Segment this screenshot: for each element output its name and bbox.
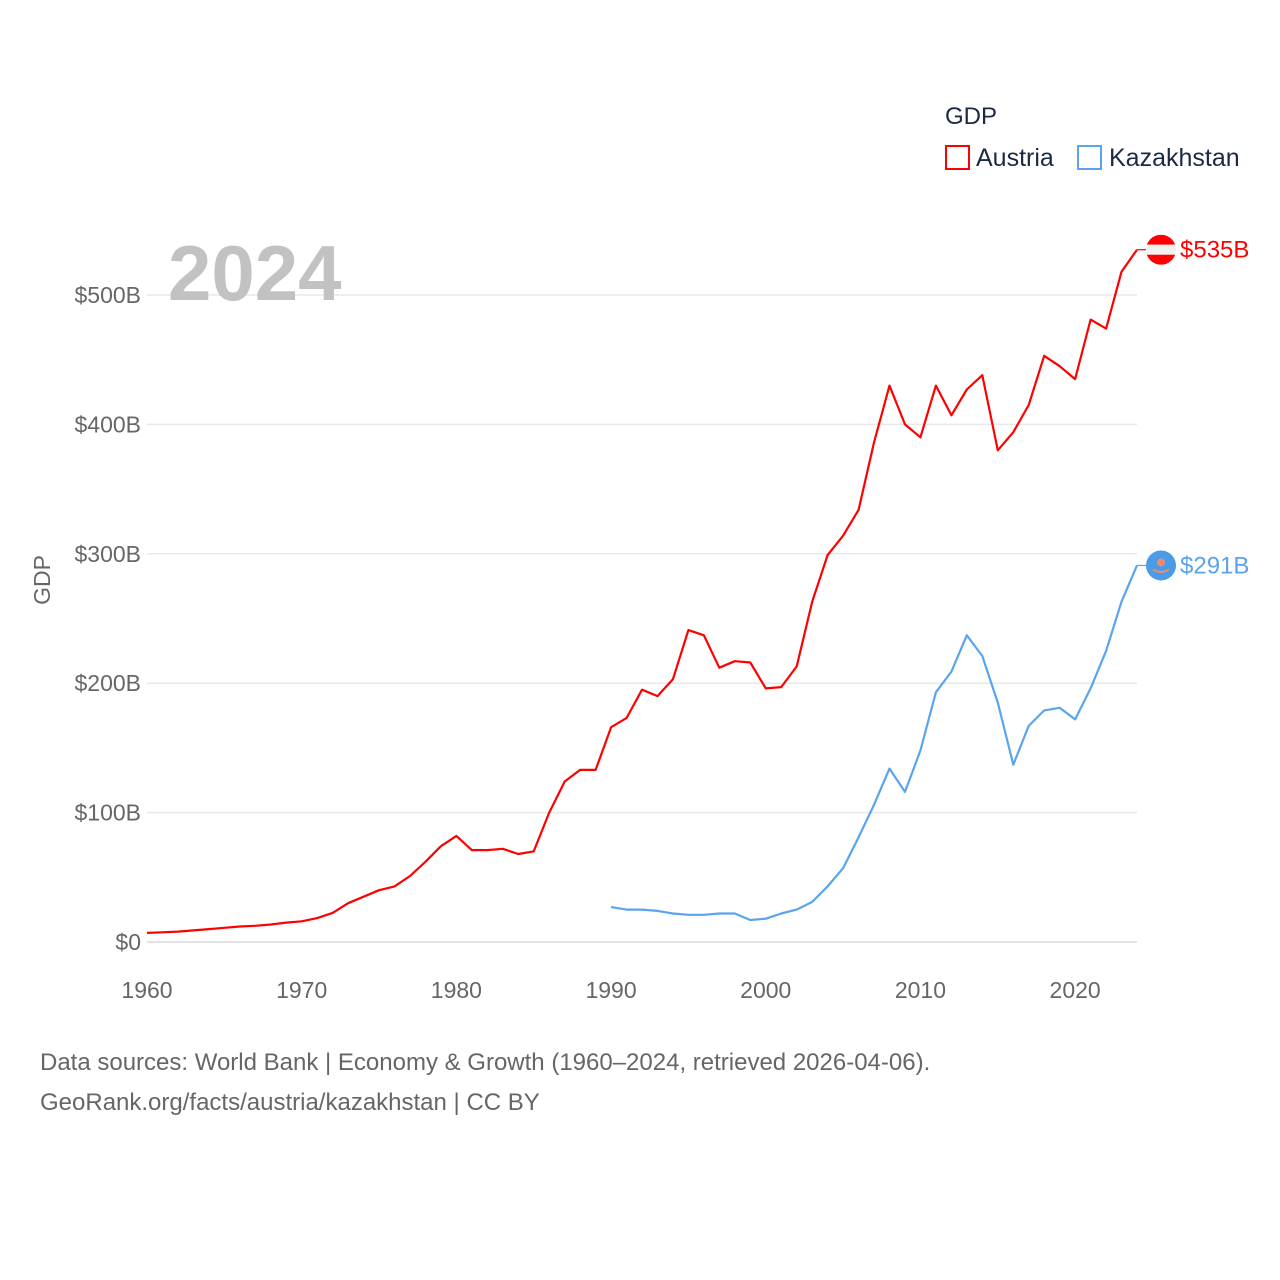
legend: GDP Austria Kazakhstan — [945, 103, 1240, 172]
flag-stripe-top — [1146, 234, 1176, 245]
austria-flag-icon — [1146, 234, 1176, 265]
x-tick-label: 2020 — [1050, 977, 1101, 1003]
flag-stripe-middle — [1146, 244, 1176, 255]
footer-link[interactable]: GeoRank.org/facts/austria/kazakhstan | C… — [40, 1089, 540, 1116]
gridlines — [147, 294, 1137, 943]
footer: Data sources: World Bank | Economy & Gro… — [40, 1043, 930, 1123]
kazakhstan-flag-icon — [1146, 550, 1176, 581]
y-tick-label: $100B — [74, 800, 141, 826]
legend-label-austria[interactable]: Austria — [976, 144, 1054, 172]
legend-swatch-austria[interactable] — [945, 145, 970, 170]
footer-sources: Data sources: World Bank | Economy & Gro… — [40, 1049, 931, 1076]
y-tick-label: $500B — [74, 282, 141, 308]
series-lines: $535B $291B — [146, 234, 1249, 934]
legend-swatch-kazakhstan[interactable] — [1077, 145, 1102, 170]
x-tick-label: 1960 — [121, 977, 172, 1003]
y-axis-ticks: $0 $100B $200B $300B $400B $500B — [74, 282, 141, 955]
x-tick-label: 2010 — [895, 977, 946, 1003]
y-tick-label: $300B — [74, 541, 141, 567]
y-tick-label: $400B — [74, 411, 141, 437]
x-tick-label: 1970 — [276, 977, 327, 1003]
x-tick-label: 1990 — [585, 977, 636, 1003]
year-label: 2024 — [168, 229, 342, 317]
end-value-label-kazakhstan: $291B — [1180, 552, 1249, 579]
flag-stripe-bottom — [1146, 254, 1176, 265]
series-line-austria — [146, 249, 1138, 934]
y-tick-label: $200B — [74, 670, 141, 696]
series-line-kazakhstan — [610, 564, 1139, 922]
end-value-label-austria: $535B — [1180, 237, 1249, 264]
y-axis-label: GDP — [29, 555, 55, 605]
legend-title: GDP — [945, 103, 997, 130]
x-tick-label: 2000 — [740, 977, 791, 1003]
y-tick-label: $0 — [115, 929, 141, 955]
x-axis-ticks: 1960 1970 1980 1990 2000 2010 2020 — [121, 977, 1100, 1003]
x-tick-label: 1980 — [431, 977, 482, 1003]
flag-sun — [1157, 558, 1165, 567]
flag-eagle — [1152, 568, 1170, 573]
legend-label-kazakhstan[interactable]: Kazakhstan — [1109, 144, 1240, 172]
